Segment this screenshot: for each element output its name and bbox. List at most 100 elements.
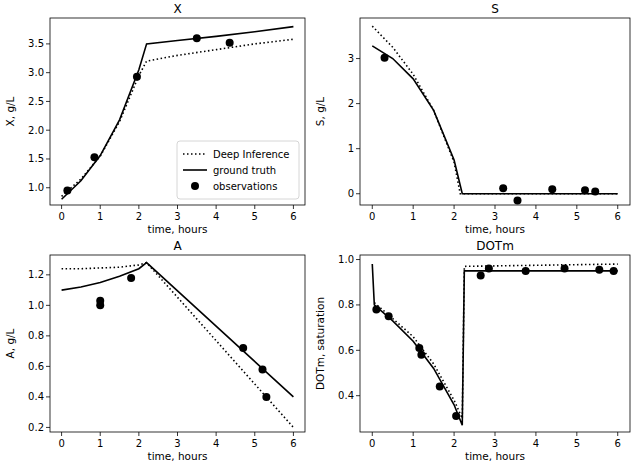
y-tick-label: 1.0 (28, 300, 44, 311)
panel: 01234561.01.52.02.53.03.5Xtime, hoursX, … (4, 2, 305, 235)
x-tick-label: 4 (213, 438, 219, 449)
y-tick (356, 350, 360, 351)
observation-point (239, 344, 247, 352)
x-tick-label: 4 (213, 211, 219, 222)
legend: Deep Inferenceground truthobservations (177, 141, 299, 199)
observation-point (514, 196, 522, 204)
y-tick-label: 1.0 (338, 254, 354, 265)
y-tick (46, 305, 50, 306)
x-tick (293, 432, 294, 436)
observation-point (548, 185, 556, 193)
y-axis-label: DOTm, saturation (314, 297, 326, 390)
y-tick (46, 366, 50, 367)
observation-point (499, 184, 507, 192)
x-tick (254, 205, 255, 209)
x-tick-label: 5 (252, 211, 258, 222)
x-tick (495, 432, 496, 436)
observation-point (561, 265, 569, 273)
observation-point (522, 267, 530, 275)
observation-point (372, 305, 380, 313)
y-tick-label: 2.5 (28, 96, 44, 107)
x-tick (254, 432, 255, 436)
series-line (372, 26, 617, 194)
y-tick-label: 2 (348, 98, 354, 109)
y-axis-label: A, g/L (4, 328, 16, 358)
x-tick (576, 432, 577, 436)
series-line (62, 263, 294, 397)
y-tick (356, 148, 360, 149)
panel: 01234560123Stime, hoursS, g/L (314, 2, 630, 235)
x-tick-label: 3 (492, 211, 498, 222)
x-tick-label: 0 (369, 211, 375, 222)
y-tick-label: 0.4 (28, 391, 44, 402)
series-line (372, 46, 617, 194)
observation-point (610, 267, 618, 275)
y-tick-label: 0.4 (338, 390, 354, 401)
y-tick-label: 0.8 (338, 299, 354, 310)
observation-point (477, 271, 485, 279)
title: DOTm (476, 239, 514, 253)
y-tick (46, 274, 50, 275)
x-tick (61, 205, 62, 209)
x-tick (177, 432, 178, 436)
x-tick-label: 5 (252, 438, 258, 449)
x-tick (535, 432, 536, 436)
y-tick-label: 0.6 (28, 361, 44, 372)
y-tick (46, 158, 50, 159)
observation-point (415, 344, 423, 352)
observation-point (436, 383, 444, 391)
x-tick (61, 432, 62, 436)
x-tick-label: 1 (97, 438, 103, 449)
observation-point (226, 39, 234, 47)
observation-point (485, 265, 493, 273)
y-tick-label: 2.0 (28, 125, 44, 136)
observation-point (63, 187, 71, 195)
x-tick-label: 6 (615, 211, 621, 222)
x-tick (216, 432, 217, 436)
legend-box (177, 141, 299, 199)
axes-frame (360, 18, 630, 205)
x-tick (617, 432, 618, 436)
y-tick (356, 304, 360, 305)
observation-point (385, 312, 393, 320)
observation-point (417, 351, 425, 359)
observation-point (259, 365, 267, 373)
x-tick-label: 0 (58, 438, 64, 449)
y-tick (356, 259, 360, 260)
series-line (372, 264, 617, 425)
x-tick (177, 205, 178, 209)
y-tick-label: 0.8 (28, 330, 44, 341)
x-tick (372, 205, 373, 209)
y-tick (356, 193, 360, 194)
y-tick (356, 395, 360, 396)
x-tick-label: 4 (533, 211, 539, 222)
series-line (62, 263, 294, 428)
panel: 01234560.40.60.81.0DOTmtime, hoursDOTm, … (314, 239, 630, 462)
y-tick (46, 396, 50, 397)
y-tick-label: 1.2 (28, 269, 44, 280)
x-tick-label: 2 (451, 438, 457, 449)
x-tick-label: 6 (290, 211, 296, 222)
observation-point (381, 54, 389, 62)
axes-frame (50, 255, 305, 432)
x-tick (617, 205, 618, 209)
observation-point (262, 393, 270, 401)
figure: 01234561.01.52.02.53.03.5Xtime, hoursX, … (0, 0, 640, 468)
x-tick (535, 205, 536, 209)
x-tick-label: 5 (574, 438, 580, 449)
plot-data (62, 263, 294, 428)
x-tick-label: 6 (290, 438, 296, 449)
x-tick-label: 5 (574, 211, 580, 222)
plot-data (372, 26, 617, 204)
observation-point (452, 412, 460, 420)
title: X (173, 2, 181, 16)
y-tick (46, 101, 50, 102)
x-tick-label: 3 (492, 438, 498, 449)
x-tick (372, 432, 373, 436)
observation-point (133, 73, 141, 81)
y-tick-label: 3.0 (28, 67, 44, 78)
axes-frame (360, 255, 630, 432)
x-tick-label: 6 (615, 438, 621, 449)
y-tick (46, 72, 50, 73)
x-tick-label: 2 (136, 438, 142, 449)
